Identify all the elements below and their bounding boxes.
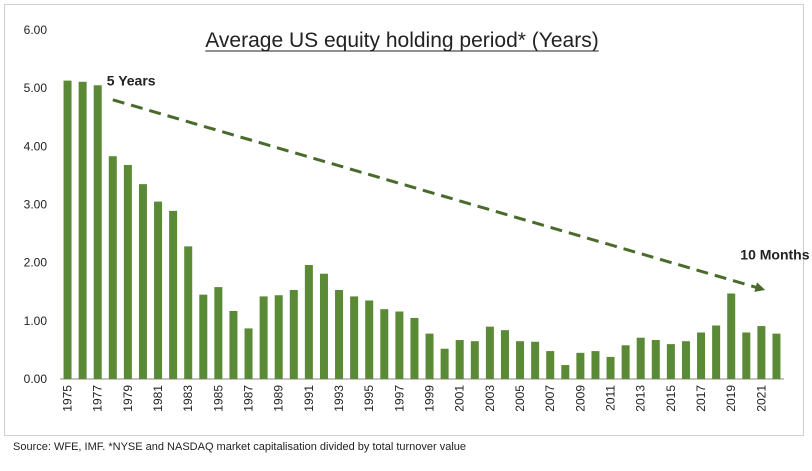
bar: [681, 341, 690, 379]
bar: [335, 290, 344, 379]
y-tick-label: 2.00: [24, 256, 48, 270]
bar: [455, 340, 464, 379]
x-tick-label: 1977: [91, 385, 105, 412]
bar: [470, 341, 479, 379]
x-tick-label: 2007: [543, 385, 557, 412]
y-tick-label: 0.00: [24, 372, 48, 386]
bar: [485, 326, 494, 379]
source-note: Source: WFE, IMF. *NYSE and NASDAQ marke…: [13, 441, 467, 453]
bar: [365, 300, 374, 379]
bar: [289, 290, 298, 379]
x-tick-label: 2013: [634, 385, 648, 412]
bar: [425, 333, 434, 379]
x-tick-label: 1993: [332, 385, 346, 412]
bar: [772, 333, 781, 379]
bar: [500, 330, 509, 379]
bar: [516, 341, 525, 379]
y-axis: 0.00 1.00 2.00 3.00 4.00 5.00 6.00: [24, 23, 48, 386]
annotation-10-months: 10 Months: [740, 247, 809, 263]
x-tick-label: 2011: [604, 385, 618, 411]
x-tick-label: 2017: [694, 385, 708, 412]
x-tick-label: 2003: [483, 385, 497, 412]
y-tick-label: 6.00: [24, 23, 48, 37]
bar: [199, 294, 208, 379]
bar: [591, 351, 600, 379]
bar: [108, 156, 117, 379]
bar: [606, 356, 615, 379]
x-tick-label: 1983: [181, 385, 195, 412]
bar: [531, 341, 540, 379]
x-tick-label: 1985: [211, 385, 225, 412]
bar: [259, 296, 268, 379]
x-tick-label: 1979: [121, 385, 135, 412]
bar: [350, 296, 359, 379]
bar: [395, 311, 404, 379]
x-tick-label: 1995: [362, 385, 376, 412]
x-axis: 1975 1977 1979 1981 1983 1985 1987 1989 1991 1993…: [60, 378, 784, 412]
bar: [184, 246, 193, 379]
bar: [757, 326, 766, 379]
bar: [214, 287, 223, 379]
chart-title: Average US equity holding period* (Years…: [205, 29, 598, 52]
x-tick-label: 1981: [151, 385, 165, 412]
bar: [651, 340, 660, 379]
annotations-group: 5 Years 10 Months: [107, 73, 810, 292]
bar: [169, 210, 178, 379]
bar: [636, 337, 645, 379]
bar: [138, 184, 147, 379]
bar: [154, 201, 163, 379]
bar: [561, 365, 570, 379]
x-tick-label: 1987: [242, 385, 256, 412]
x-tick-label: 1989: [272, 385, 286, 412]
bar: [380, 309, 389, 379]
bars-group: [63, 80, 781, 379]
y-tick-label: 1.00: [24, 314, 48, 328]
trend-arrow: [112, 98, 766, 292]
bar: [78, 81, 87, 379]
x-tick-label: 2005: [513, 385, 527, 412]
bar: [712, 325, 721, 379]
bar: [440, 348, 449, 379]
y-tick-label: 3.00: [24, 198, 48, 212]
x-tick-label: 2015: [664, 385, 678, 412]
x-tick-label: 2019: [724, 385, 738, 412]
x-tick-label: 1975: [61, 385, 75, 412]
bar: [93, 85, 102, 379]
bar: [304, 264, 313, 379]
x-tick-label: 1999: [423, 385, 437, 412]
bar: [742, 332, 751, 379]
bar: [576, 352, 585, 379]
x-tick-label: 1991: [302, 385, 316, 412]
bar: [319, 273, 328, 379]
bar: [63, 80, 72, 379]
y-tick-label: 4.00: [24, 139, 48, 153]
bar: [697, 332, 706, 379]
bar: [666, 344, 675, 379]
bar: [229, 310, 238, 379]
y-tick-label: 5.00: [24, 81, 48, 95]
x-tick-label: 1997: [392, 385, 406, 412]
bar: [123, 164, 132, 379]
bar: [410, 317, 419, 379]
x-tick-label: 2021: [754, 385, 768, 412]
bar: [274, 295, 283, 379]
bar: [727, 293, 736, 379]
bar: [621, 345, 630, 379]
bar: [244, 328, 253, 379]
bar: [546, 351, 555, 379]
x-tick-label: 2001: [453, 385, 467, 412]
annotation-5-years: 5 Years: [107, 73, 156, 89]
x-tick-label: 2009: [573, 385, 587, 412]
